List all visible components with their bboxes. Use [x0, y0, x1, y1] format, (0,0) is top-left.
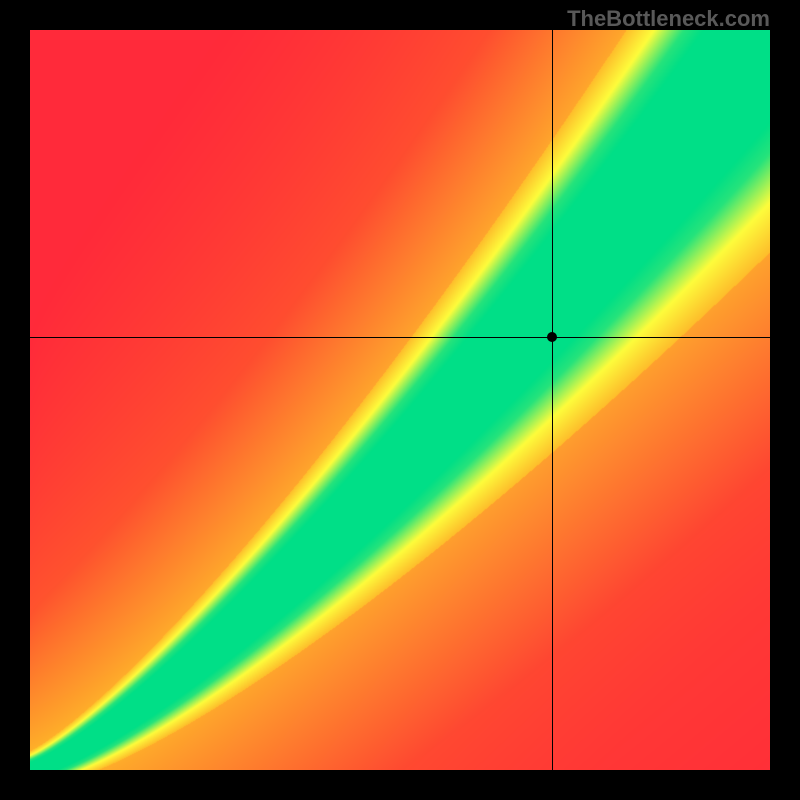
crosshair-marker: [547, 332, 557, 342]
chart-container: TheBottleneck.com: [0, 0, 800, 800]
plot-area: [30, 30, 770, 770]
watermark-text: TheBottleneck.com: [567, 6, 770, 32]
crosshair-horizontal: [30, 337, 770, 338]
crosshair-vertical: [552, 30, 553, 770]
heatmap-canvas: [30, 30, 770, 770]
